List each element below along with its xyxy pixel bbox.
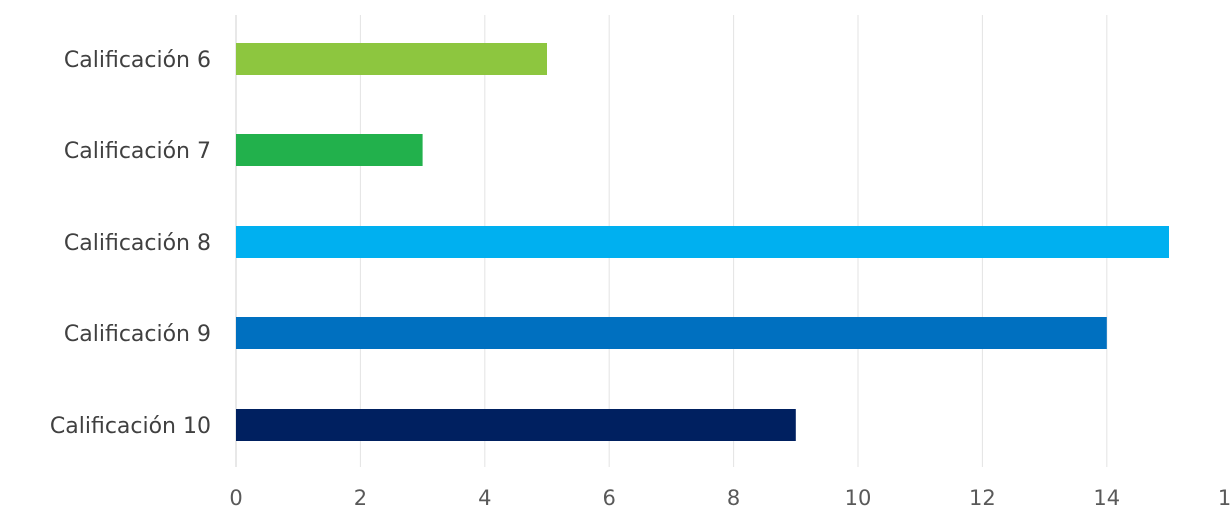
bar-2 <box>236 134 423 166</box>
category-label: Calificación 7 <box>64 139 211 164</box>
x-tick-label: 10 <box>845 486 872 510</box>
x-tick-label: 16 <box>1218 486 1230 510</box>
category-label: Calificación 6 <box>64 48 211 73</box>
x-tick-label: 0 <box>229 486 242 510</box>
x-tick-label: 12 <box>969 486 996 510</box>
category-labels: Calificación 6 Calificación 7 Calificación… <box>50 48 211 439</box>
x-tick-label: 8 <box>727 486 740 510</box>
bar-3 <box>236 226 1169 258</box>
x-tick-label: 14 <box>1093 486 1120 510</box>
x-tick-label: 6 <box>603 486 616 510</box>
bar-1 <box>236 43 547 75</box>
x-tick-labels: 0 2 4 6 8 10 12 14 16 <box>229 486 1230 510</box>
category-label: Calificación 9 <box>64 322 211 347</box>
category-label: Calificación 8 <box>64 231 211 256</box>
bars <box>236 43 1169 441</box>
bar-5 <box>236 409 796 441</box>
x-tick-label: 4 <box>478 486 491 510</box>
category-label: Calificación 10 <box>50 414 211 439</box>
x-tick-label: 2 <box>354 486 367 510</box>
bar-4 <box>236 317 1107 349</box>
